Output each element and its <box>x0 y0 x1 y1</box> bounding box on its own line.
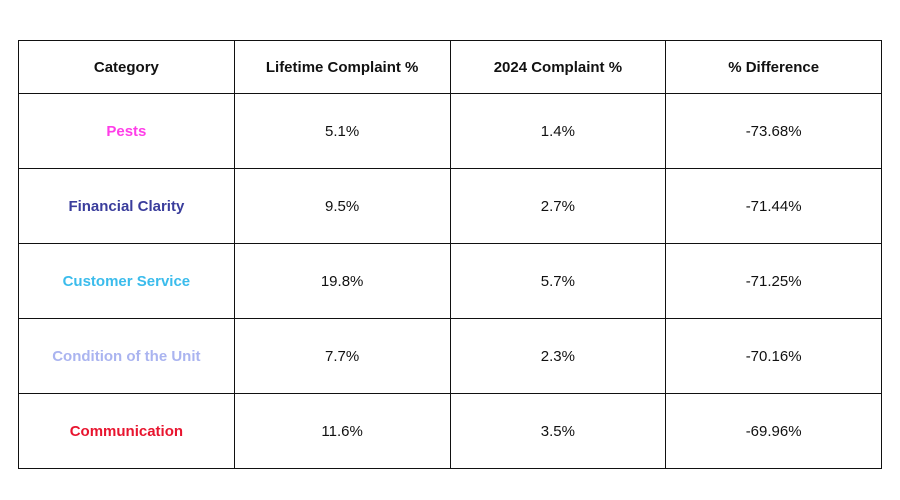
table-header-row: Category Lifetime Complaint % 2024 Compl… <box>18 40 882 94</box>
complaint-2024-cell: 3.5% <box>449 393 667 469</box>
column-header-difference: % Difference <box>665 40 882 94</box>
column-header-lifetime: Lifetime Complaint % <box>233 40 451 94</box>
lifetime-complaint-cell: 19.8% <box>233 243 451 319</box>
category-cell: Pests <box>18 93 235 169</box>
difference-cell: -69.96% <box>665 393 882 469</box>
category-cell: Customer Service <box>18 243 235 319</box>
complaint-2024-cell: 1.4% <box>449 93 667 169</box>
difference-cell: -71.44% <box>665 168 882 244</box>
difference-cell: -73.68% <box>665 93 882 169</box>
table-row: Condition of the Unit 7.7% 2.3% -70.16% <box>18 318 882 394</box>
table-row: Financial Clarity 9.5% 2.7% -71.44% <box>18 168 882 244</box>
lifetime-complaint-cell: 11.6% <box>233 393 451 469</box>
difference-cell: -71.25% <box>665 243 882 319</box>
lifetime-complaint-cell: 9.5% <box>233 168 451 244</box>
table-row: Customer Service 19.8% 5.7% -71.25% <box>18 243 882 319</box>
table-row: Pests 5.1% 1.4% -73.68% <box>18 93 882 169</box>
complaint-table-container: Category Lifetime Complaint % 2024 Compl… <box>18 40 882 469</box>
complaint-table: Category Lifetime Complaint % 2024 Compl… <box>18 40 882 469</box>
category-cell: Communication <box>18 393 235 469</box>
complaint-2024-cell: 2.3% <box>449 318 667 394</box>
category-cell: Financial Clarity <box>18 168 235 244</box>
category-cell: Condition of the Unit <box>18 318 235 394</box>
table-body: Pests 5.1% 1.4% -73.68% Financial Clarity 9.5… <box>18 93 882 469</box>
difference-cell: -70.16% <box>665 318 882 394</box>
column-header-2024: 2024 Complaint % <box>449 40 667 94</box>
lifetime-complaint-cell: 7.7% <box>233 318 451 394</box>
lifetime-complaint-cell: 5.1% <box>233 93 451 169</box>
column-header-category: Category <box>18 40 235 94</box>
table-row: Communication 11.6% 3.5% -69.96% <box>18 393 882 469</box>
complaint-2024-cell: 5.7% <box>449 243 667 319</box>
complaint-2024-cell: 2.7% <box>449 168 667 244</box>
